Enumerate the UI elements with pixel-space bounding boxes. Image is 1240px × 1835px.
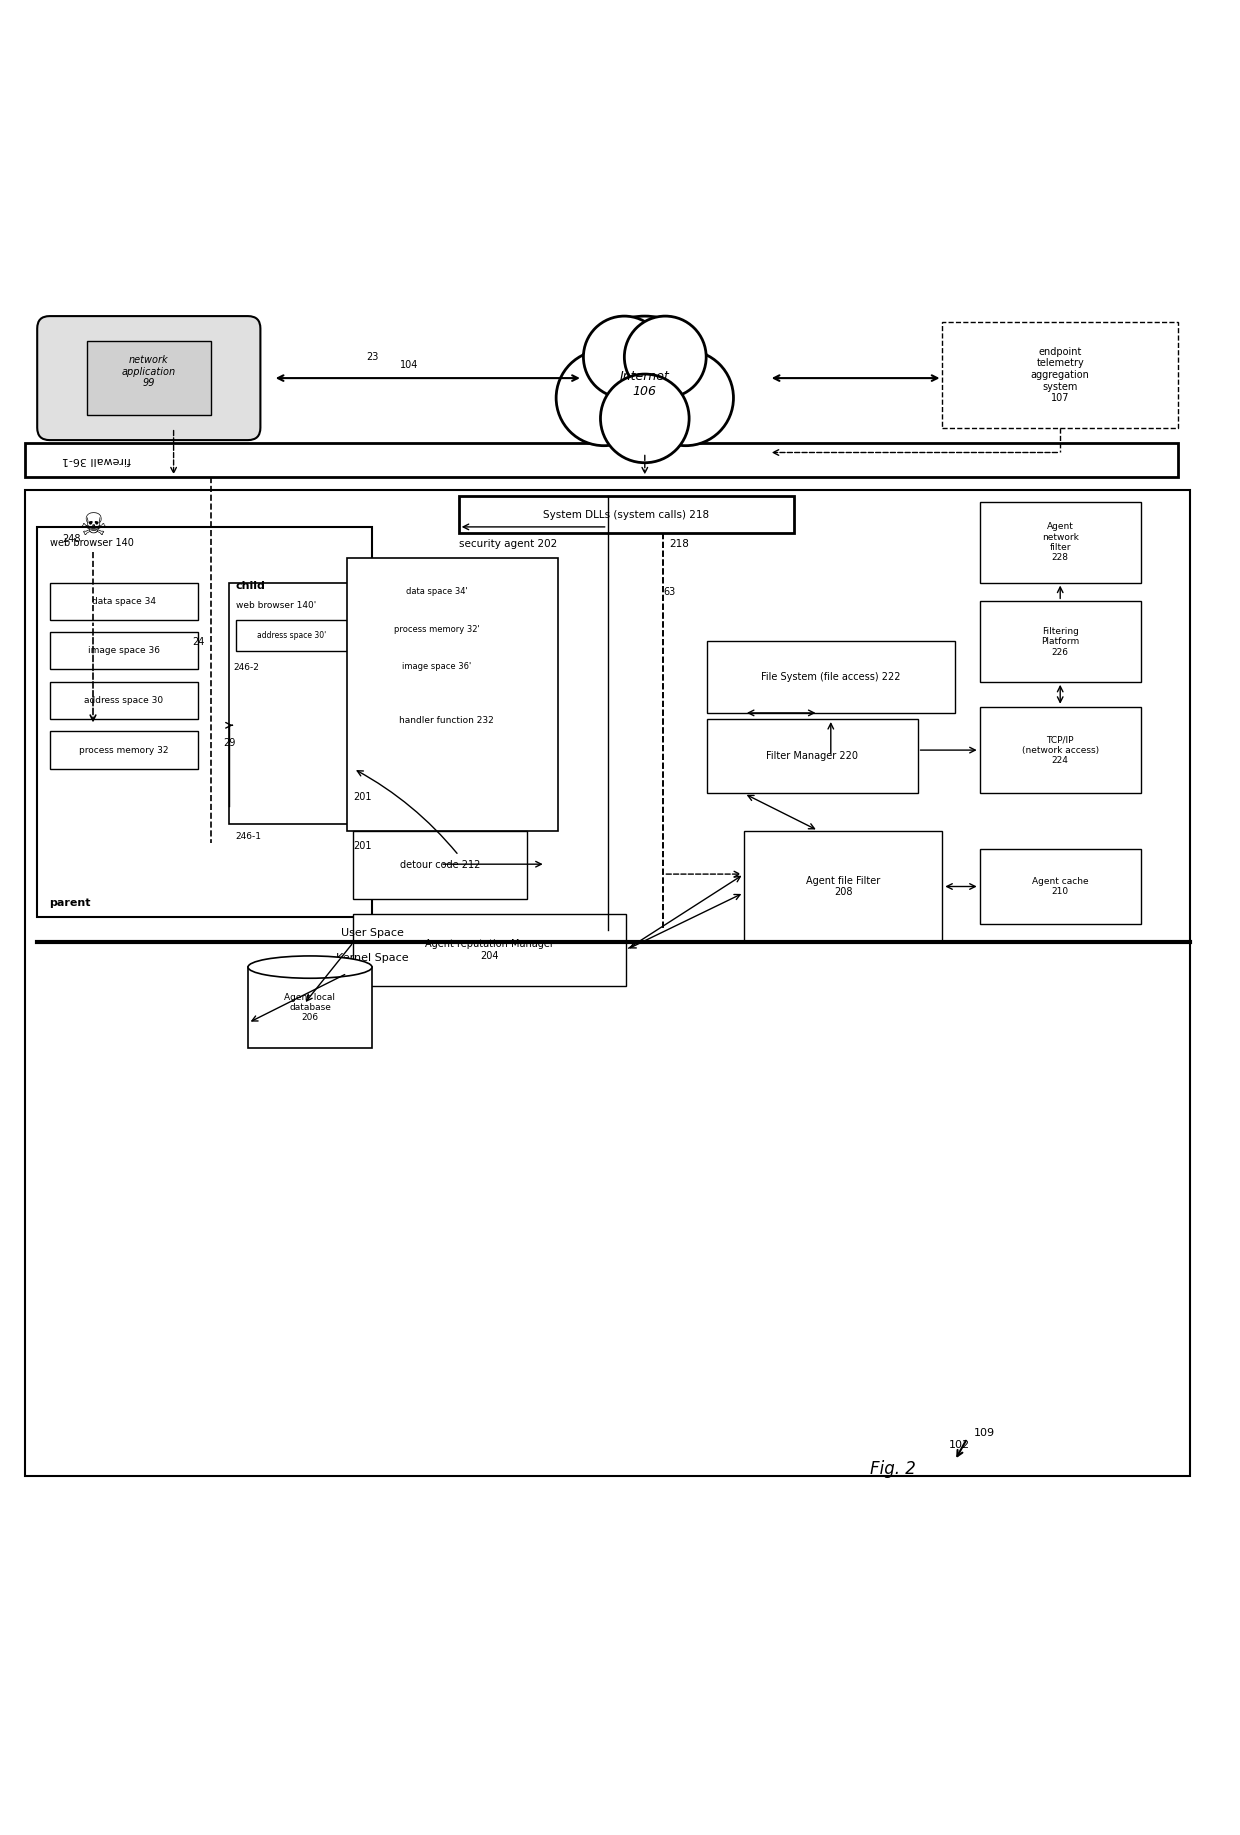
FancyBboxPatch shape — [248, 967, 372, 1048]
Text: 246-1: 246-1 — [236, 833, 262, 842]
FancyBboxPatch shape — [980, 503, 1141, 584]
Text: network
application
99: network application 99 — [122, 356, 176, 389]
Text: 109: 109 — [973, 1428, 994, 1439]
Text: address space 30: address space 30 — [84, 695, 164, 705]
FancyBboxPatch shape — [353, 831, 527, 899]
Text: 201: 201 — [353, 840, 372, 851]
FancyBboxPatch shape — [372, 651, 502, 683]
Circle shape — [584, 316, 665, 398]
Text: ☠: ☠ — [79, 512, 107, 541]
Text: 248: 248 — [62, 534, 81, 545]
FancyBboxPatch shape — [372, 703, 521, 738]
FancyBboxPatch shape — [372, 613, 502, 644]
Text: 104: 104 — [401, 360, 418, 371]
Circle shape — [600, 374, 689, 462]
FancyBboxPatch shape — [372, 576, 502, 607]
Text: process memory 32': process memory 32' — [394, 624, 480, 633]
Text: image space 36': image space 36' — [403, 662, 471, 672]
Text: 102: 102 — [949, 1440, 970, 1450]
Text: User Space: User Space — [341, 929, 403, 938]
Text: Agent file Filter
208: Agent file Filter 208 — [806, 875, 880, 897]
Text: 23: 23 — [366, 352, 378, 361]
Text: Agent reputation Manager
204: Agent reputation Manager 204 — [425, 940, 554, 960]
Text: Fig. 2: Fig. 2 — [870, 1461, 915, 1479]
Text: TCP/IP
(network access)
224: TCP/IP (network access) 224 — [1022, 736, 1099, 765]
Circle shape — [556, 350, 652, 446]
FancyBboxPatch shape — [707, 640, 955, 714]
Text: data space 34': data space 34' — [407, 587, 467, 596]
FancyBboxPatch shape — [50, 633, 198, 670]
FancyBboxPatch shape — [50, 732, 198, 769]
Text: web browser 140: web browser 140 — [50, 538, 134, 549]
Text: 24: 24 — [192, 637, 205, 646]
Text: address space 30': address space 30' — [257, 631, 326, 640]
FancyBboxPatch shape — [980, 602, 1141, 683]
FancyBboxPatch shape — [744, 831, 942, 943]
FancyBboxPatch shape — [25, 490, 1190, 1475]
Text: Agent local
database
206: Agent local database 206 — [284, 993, 336, 1022]
FancyBboxPatch shape — [347, 558, 558, 831]
FancyBboxPatch shape — [980, 850, 1141, 923]
Text: 201: 201 — [353, 791, 372, 802]
Text: Internet
106: Internet 106 — [620, 371, 670, 398]
Text: Agent
network
filter
228: Agent network filter 228 — [1042, 523, 1079, 563]
Text: image space 36: image space 36 — [88, 646, 160, 655]
Circle shape — [639, 350, 734, 446]
FancyBboxPatch shape — [25, 442, 1178, 477]
Circle shape — [577, 316, 713, 453]
FancyBboxPatch shape — [707, 719, 918, 793]
Text: Filtering
Platform
226: Filtering Platform 226 — [1042, 628, 1079, 657]
Text: Kernel Space: Kernel Space — [336, 952, 408, 963]
Text: parent: parent — [50, 897, 91, 908]
FancyBboxPatch shape — [353, 914, 626, 985]
Circle shape — [625, 316, 707, 398]
Text: 218: 218 — [670, 539, 689, 549]
Ellipse shape — [248, 956, 372, 978]
Text: firewall 36-1: firewall 36-1 — [62, 455, 131, 464]
FancyBboxPatch shape — [980, 706, 1141, 793]
Text: 246-2: 246-2 — [233, 662, 259, 672]
Text: endpoint
telemetry
aggregation
system
107: endpoint telemetry aggregation system 10… — [1030, 347, 1090, 404]
Text: 29: 29 — [223, 738, 236, 749]
FancyBboxPatch shape — [50, 584, 198, 620]
Text: 63: 63 — [663, 587, 676, 596]
FancyBboxPatch shape — [229, 584, 360, 824]
Text: Agent cache
210: Agent cache 210 — [1032, 877, 1089, 895]
Text: child: child — [236, 582, 265, 591]
Text: detour code 212: detour code 212 — [401, 861, 480, 870]
Text: System DLLs (system calls) 218: System DLLs (system calls) 218 — [543, 510, 709, 519]
Text: data space 34: data space 34 — [92, 596, 156, 606]
FancyBboxPatch shape — [37, 527, 372, 918]
Text: File System (file access) 222: File System (file access) 222 — [761, 672, 900, 683]
FancyBboxPatch shape — [942, 323, 1178, 428]
Text: handler function 232: handler function 232 — [399, 716, 494, 725]
Text: Filter Manager 220: Filter Manager 220 — [766, 751, 858, 762]
Text: process memory 32: process memory 32 — [79, 745, 169, 754]
FancyBboxPatch shape — [236, 620, 347, 651]
Text: security agent 202: security agent 202 — [459, 539, 557, 549]
FancyBboxPatch shape — [50, 683, 198, 719]
FancyBboxPatch shape — [37, 316, 260, 440]
FancyBboxPatch shape — [459, 495, 794, 534]
FancyBboxPatch shape — [87, 341, 211, 415]
Text: web browser 140': web browser 140' — [236, 602, 316, 611]
